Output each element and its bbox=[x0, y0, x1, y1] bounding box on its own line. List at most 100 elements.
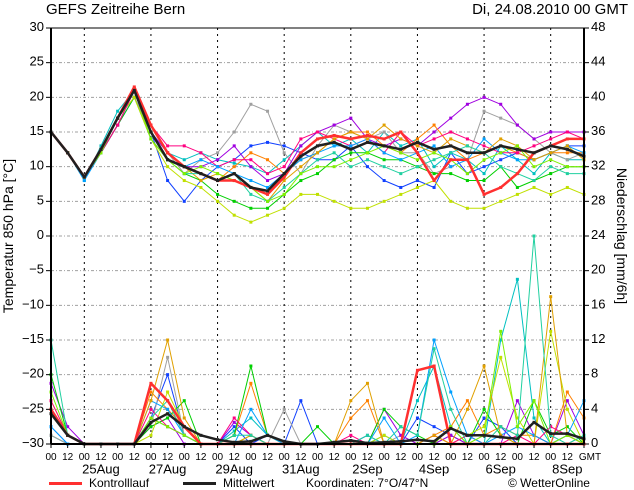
y-tick-label: 15 bbox=[30, 123, 44, 138]
member-temp-line-point bbox=[482, 172, 486, 176]
member-temp-line-point bbox=[216, 151, 220, 155]
member-temp-line-point bbox=[565, 151, 569, 155]
member-temp-line-point bbox=[199, 158, 203, 162]
member-precip-line-point bbox=[166, 373, 170, 377]
y2-tick-label: 40 bbox=[591, 88, 605, 103]
member-temp-line-point bbox=[132, 95, 136, 99]
member-temp-line-point bbox=[299, 144, 303, 148]
member-precip-line-point bbox=[515, 433, 519, 437]
control-temp-line-point bbox=[382, 137, 386, 141]
member-temp-line-point bbox=[449, 116, 453, 120]
x-tick-label: 12 bbox=[95, 452, 107, 463]
mean-temp-line-point bbox=[232, 172, 236, 176]
control-temp-line-point bbox=[432, 179, 436, 183]
y-tick-label: 10 bbox=[30, 158, 44, 173]
member-precip-line-point bbox=[499, 329, 503, 333]
mean-precip-line-point bbox=[382, 440, 386, 444]
member-temp-line-point bbox=[299, 192, 303, 196]
member-precip-line-point bbox=[432, 338, 436, 342]
member-precip-line-point bbox=[465, 407, 469, 411]
y2-tick-label: 0 bbox=[591, 435, 598, 450]
x-tick-label: 00 bbox=[145, 452, 157, 463]
y2-tick-label: 20 bbox=[591, 262, 605, 277]
member-temp-line-point bbox=[199, 185, 203, 189]
control-precip-line-point bbox=[415, 368, 419, 372]
member-temp-line-point bbox=[232, 158, 236, 162]
member-temp-line-point bbox=[365, 206, 369, 210]
member-temp-line-point bbox=[266, 172, 270, 176]
legend-mean-swatch bbox=[183, 482, 216, 485]
member-precip-line-point bbox=[149, 416, 153, 420]
member-precip-line-point bbox=[282, 407, 286, 411]
coordinates: Koordinaten: 7°O/47°N bbox=[306, 476, 429, 490]
member-precip-line-point bbox=[549, 425, 553, 429]
member-temp-line-point bbox=[166, 165, 170, 169]
member-precip-line-point bbox=[365, 381, 369, 385]
run-timestamp: Di, 24.08.2010 00 GMT bbox=[472, 1, 628, 18]
member-temp-line-point bbox=[99, 144, 103, 148]
x-tick-label: 00 bbox=[445, 452, 457, 463]
member-temp-line-point bbox=[465, 102, 469, 106]
mean-temp-line-point bbox=[449, 144, 453, 148]
control-precip-line bbox=[49, 364, 584, 446]
member-precip-line-point bbox=[499, 433, 503, 437]
member-temp-line-point bbox=[282, 192, 286, 196]
member-precip-line-point bbox=[382, 416, 386, 420]
member-temp-line-point bbox=[316, 192, 319, 196]
member-temp-line-point bbox=[449, 199, 453, 203]
member-temp-line-point bbox=[299, 165, 303, 169]
control-temp-line-point bbox=[332, 133, 336, 137]
member-precip-line-point bbox=[565, 433, 569, 437]
member-temp-line-point bbox=[365, 137, 369, 141]
member-temp-line-point bbox=[282, 151, 286, 155]
member-temp-line-point bbox=[482, 109, 486, 113]
member-temp-line-point bbox=[266, 140, 270, 144]
date-label: 2Sep bbox=[352, 462, 382, 477]
x-tick-label: 12 bbox=[429, 452, 441, 463]
member-temp-line-point bbox=[399, 137, 403, 141]
control-temp-line-point bbox=[316, 137, 319, 141]
legend-control-label: Kontrolllauf bbox=[89, 476, 150, 490]
member-temp-line-point bbox=[465, 206, 469, 210]
member-precip-line-point bbox=[449, 425, 453, 429]
member-precip-line-point bbox=[182, 416, 186, 420]
member-temp-line-point bbox=[399, 172, 403, 176]
x-tick-label: 00 bbox=[45, 452, 57, 463]
member-temp-line-point bbox=[232, 213, 236, 217]
member-precip-line-point bbox=[166, 407, 170, 411]
member-temp-line-point bbox=[266, 109, 270, 113]
member-temp-line-point bbox=[199, 151, 203, 155]
member-temp-line-point bbox=[565, 165, 569, 169]
member-temp-line-point bbox=[465, 179, 469, 183]
mean-temp-line-point bbox=[565, 147, 569, 151]
y2-tick-label: 16 bbox=[591, 296, 605, 311]
member-temp-line-point bbox=[299, 137, 303, 141]
member-temp-line-point bbox=[249, 158, 253, 162]
member-temp-line-point bbox=[532, 179, 536, 183]
x-tick-label: 00 bbox=[279, 452, 291, 463]
x-tick-label: 00 bbox=[79, 452, 91, 463]
member-precip-line-point bbox=[182, 399, 186, 403]
x-tick-label: 00 bbox=[345, 452, 357, 463]
y2-tick-label: 48 bbox=[591, 19, 605, 34]
member-precip-line-point bbox=[565, 399, 569, 403]
x-tick-label: 12 bbox=[395, 452, 407, 463]
x-tick-label: 00 bbox=[545, 452, 557, 463]
member-temp-line-point bbox=[266, 199, 270, 203]
member-temp-line-point bbox=[299, 172, 303, 176]
control-temp-line-point bbox=[399, 130, 403, 134]
member-temp-line-point bbox=[432, 137, 436, 141]
member-temp-line-point bbox=[415, 185, 419, 189]
member-temp-line-point bbox=[382, 165, 386, 169]
mean-precip-line-point bbox=[232, 440, 236, 444]
x-tick-label: 12 bbox=[495, 452, 507, 463]
mean-temp-line-point bbox=[499, 144, 503, 148]
mean-precip-line-point bbox=[432, 439, 436, 443]
x-tick-label: 00 bbox=[512, 452, 524, 463]
date-label: 27Aug bbox=[149, 462, 187, 477]
control-temp-line-point bbox=[266, 192, 270, 196]
member-temp-line-point bbox=[82, 179, 86, 183]
member-temp-line-point bbox=[532, 185, 536, 189]
member-temp-line-point bbox=[365, 165, 369, 169]
member-temp-line-point bbox=[232, 165, 236, 169]
